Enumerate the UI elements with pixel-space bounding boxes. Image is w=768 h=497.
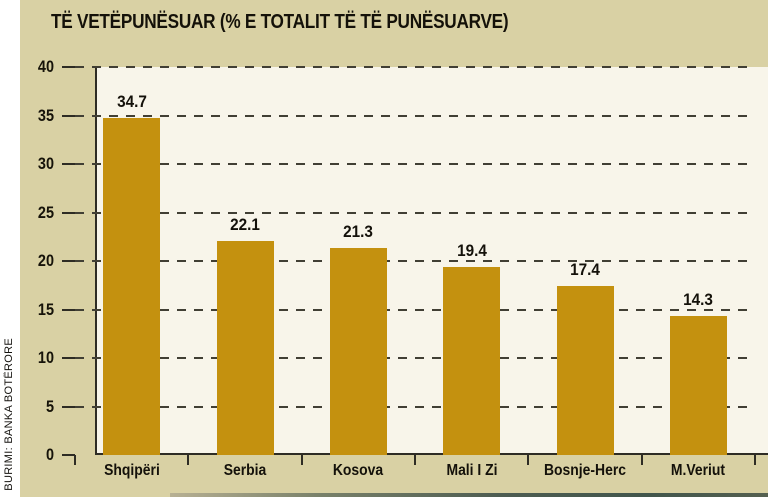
y-tick-5 [62,405,75,408]
bar-M.Veriut [669,316,727,455]
gridline-5 [75,405,755,408]
y-tick-label: 15 [37,299,54,319]
gridline-25 [75,211,755,214]
gridline-40 [75,66,755,68]
bar-Kosova [329,248,387,455]
bar-value-label: 34.7 [116,92,147,112]
bar-value-label: 17.4 [570,260,600,280]
bar-value-label: 14.3 [683,290,714,310]
gridline-30 [75,163,755,165]
bar-value-label: 19.4 [456,240,487,260]
x-label-Shqipëri: Shqipëri [103,462,160,479]
bar-value-label: 21.3 [343,222,374,242]
x-tick [527,455,530,465]
y-tick-label: 30 [37,154,54,173]
y-tick-label: 10 [37,348,54,367]
y-tick-label: 0 [45,445,54,464]
chart-card: TË VETËPUNËSUAR (% E TOTALIT TË TË PUNËS… [20,0,768,497]
x-tick [300,455,303,465]
x-tick [74,455,76,465]
chart-title: TË VETËPUNËSUAR (% E TOTALIT TË TË PUNËS… [51,11,509,33]
gridline-15 [75,308,755,311]
y-tick-label: 40 [37,57,54,76]
y-tick-label: 20 [37,251,54,270]
y-tick-0 [62,454,75,456]
x-tick [754,455,756,465]
bar-Bosnje-Herc [556,286,614,455]
bar-Serbia [216,240,274,455]
bar-value-label: 22.1 [230,214,260,234]
bar-Mali I Zi [443,266,501,455]
gridline-10 [75,357,755,359]
x-tick [187,455,190,465]
x-tick [640,455,643,465]
x-label-Mali I Zi: Mali I Zi [446,462,498,479]
x-label-Serbia: Serbia [223,462,267,479]
x-label-Kosova: Kosova [333,462,384,479]
y-tick-25 [62,211,75,214]
y-tick-label: 25 [37,202,54,222]
x-label-M.Veriut: M.Veriut [671,462,726,479]
gridline-20 [75,260,755,262]
y-tick-15 [62,308,75,311]
y-tick-40 [62,66,75,68]
y-tick-30 [62,163,75,165]
y-tick-35 [62,114,75,117]
x-tick [414,455,416,465]
y-tick-10 [62,357,75,359]
gridline-35 [75,114,755,117]
bottom-accent-strip [170,493,768,497]
x-label-Bosnje-Herc: Bosnje-Herc [544,462,626,479]
source-label: BURIMI: BANKA BOTËRORE [3,338,15,491]
bar-Shqipëri [103,118,161,455]
y-tick-20 [62,260,75,262]
y-tick-label: 5 [45,396,54,416]
y-tick-label: 35 [37,105,54,125]
